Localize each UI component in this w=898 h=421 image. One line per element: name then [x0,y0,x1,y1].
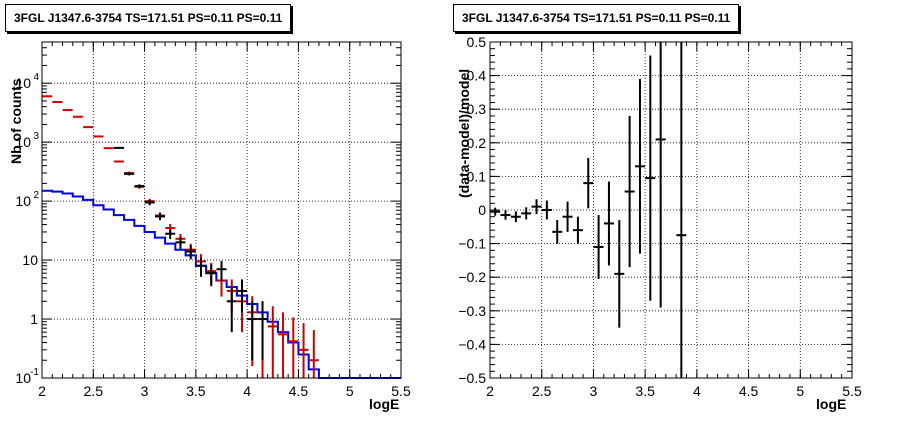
y-tick-label: −0.2 [458,269,486,285]
y-tick-exponent: 4 [33,72,39,83]
x-tick-label: 3.5 [186,383,206,399]
y-tick-label: 0.3 [467,101,487,117]
left-plot-frame [41,41,402,379]
y-tick-exponent: 2 [33,190,39,201]
x-tick-label: 5 [346,383,354,399]
x-tick-label: 4 [693,383,701,399]
x-tick-label: 2.5 [532,383,552,399]
right-y-axis-label: (data-model)/model [456,68,472,198]
y-tick-exponent: 3 [33,131,39,142]
y-tick-label: −0.1 [458,236,486,252]
y-tick-label: 0.4 [467,68,487,84]
y-tick-label: 10 [15,75,31,91]
y-tick-label: 10 [15,370,31,386]
model-step-line [42,189,401,379]
left-plot-area [42,42,401,378]
y-tick-label: 0.5 [467,34,487,50]
y-tick-label: 1 [30,311,38,327]
y-tick-label: 0 [478,202,486,218]
left-y-axis-label: Nb of counts [8,78,24,164]
y-tick-label: 10 [15,134,31,150]
y-tick-label: 0.1 [467,168,487,184]
x-tick-label: 3 [141,383,149,399]
y-tick-label: −0.3 [458,303,486,319]
y-tick-label: −0.4 [458,336,486,352]
x-tick-label: 4.5 [739,383,759,399]
x-tick-label: 5 [796,383,804,399]
x-tick-label: 2 [486,383,494,399]
x-tick-label: 2 [38,383,46,399]
right-plot: 2 2.5 3 3.5 4 4.5 5 5.5 −0.5 −0.4 −0.3 −0.2 −0.1 0 0.1… [458,34,862,399]
y-tick-label: 10 [15,193,31,209]
y-tick-label: −0.5 [458,370,486,386]
right-plot-frame [489,41,853,379]
x-tick-label: 3 [590,383,598,399]
y-tick-label: 10 [22,252,38,268]
right-x-axis-label: logE [816,396,847,412]
x-tick-label: 2.5 [84,383,104,399]
left-x-axis-label: logE [369,396,400,412]
x-tick-label: 4 [243,383,251,399]
x-tick-label: 4.5 [289,383,309,399]
y-tick-exponent: -1 [30,367,39,378]
x-tick-label: 5.5 [391,383,411,399]
y-tick-label: 0.2 [467,135,487,151]
x-tick-label: 5.5 [842,383,862,399]
right-chart-title: 3FGL J1347.6-3754 TS=171.51 PS=0.11 PS=0… [453,4,740,32]
x-tick-label: 3.5 [635,383,655,399]
left-chart-title: 3FGL J1347.6-3754 TS=171.51 PS=0.11 PS=0… [5,4,292,32]
